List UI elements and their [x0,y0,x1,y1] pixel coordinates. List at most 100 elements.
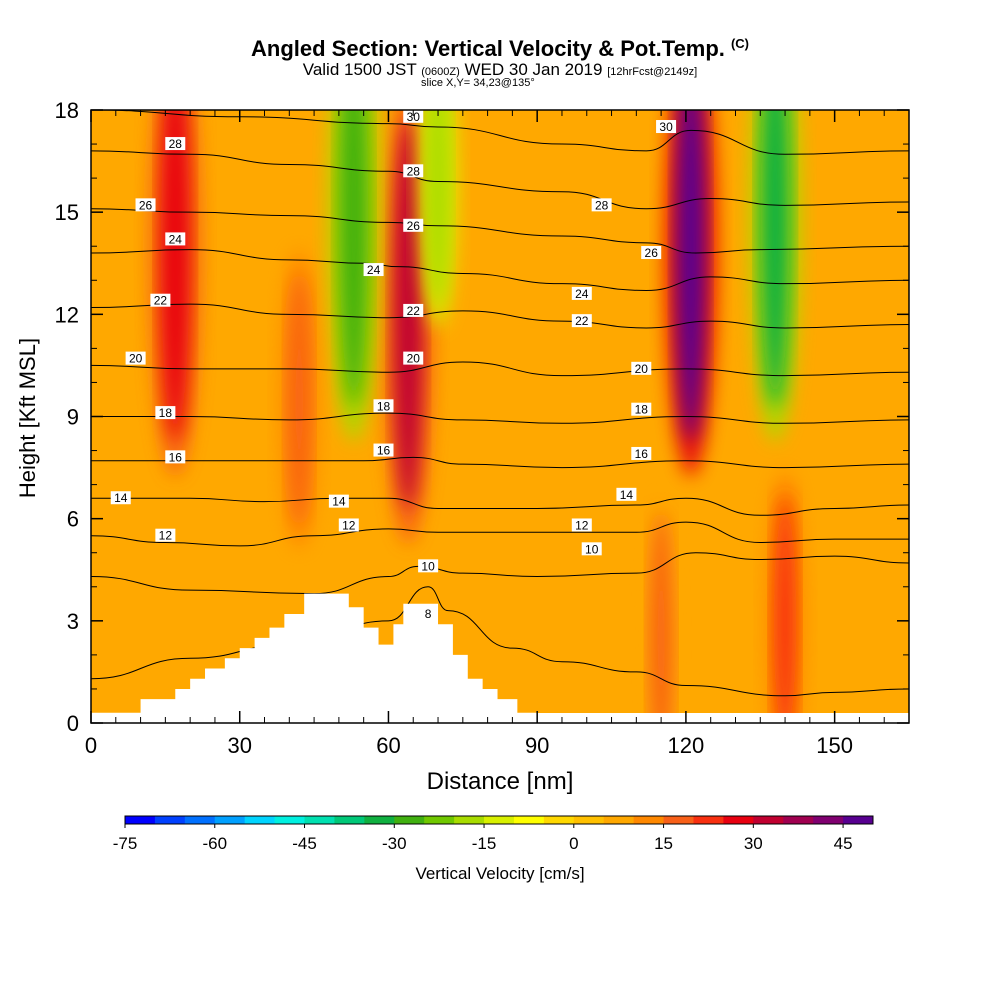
contour-label-text: 28 [595,198,609,212]
contour-label: 14 [328,494,349,509]
colorbar-swatch [513,816,545,824]
contour-label-text: 16 [635,447,649,461]
colorbar-swatch [603,816,635,824]
chart-title: Angled Section: Vertical Velocity & Pot.… [0,36,1000,62]
colorbar-swatch [125,816,156,824]
velocity-field [149,110,806,713]
contour-label-text: 30 [659,120,673,134]
contour-label-text: 20 [635,362,649,376]
colorbar-label: Vertical Velocity [cm/s] [415,864,585,883]
y-axis-label: Height [Kft MSL] [15,337,40,499]
colorbar-swatch [364,816,395,824]
contour-label: 30 [656,120,677,134]
chart-subtitle: Valid 1500 JST (0600Z) WED 30 Jan 2019 [… [0,60,1000,80]
contour-label: 18 [155,406,176,420]
contour-label: 20 [403,351,424,366]
contour-label-bg [110,491,131,505]
contour-label-bg [403,218,424,232]
contour-label-bg [581,542,602,556]
contour-label: 20 [631,361,652,376]
contour-label: 10 [581,542,602,556]
colorbar-tick-label: -60 [202,834,227,853]
contour-label: 28 [591,198,612,212]
contour-label: 24 [165,232,186,246]
contour-label: 18 [373,399,394,413]
theta-contour-16 [91,456,909,469]
contour-label: 28 [165,137,186,151]
contour-label-bg [403,109,424,123]
contour-label: 20 [125,351,146,366]
terrain [91,593,909,723]
contour-label-text: 20 [407,352,421,366]
x-tick-label: 0 [85,733,97,758]
theta-contour-20 [91,361,909,377]
velocity-feature [760,110,790,408]
contour-label-text: 22 [575,314,589,328]
contour-label-text: 18 [377,399,391,413]
title-unit: (C) [730,36,749,51]
subtitle-valid: Valid 1500 JST [302,60,417,79]
colorbar-swatch [244,816,276,824]
y-tick-label: 12 [55,302,79,327]
contour-label: 28 [403,164,424,178]
contour-label-bg [338,518,359,532]
contour-label-text: 10 [421,559,435,573]
contour-label-bg [165,137,186,151]
colorbar-swatch [573,816,605,824]
contour-label-text: 14 [620,488,634,502]
contour-label-text: 16 [377,444,391,458]
title-text: Angled Section: Vertical Velocity & Pot.… [251,36,725,61]
theta-contour-24 [91,249,909,291]
theta-contour-28 [91,150,909,210]
colorbar-swatch [753,816,784,824]
colorbar-swatch [484,816,515,824]
slice-info: slice X,Y= 34,23@135° [421,77,535,89]
contour-label: 26 [641,246,662,260]
colorbar-swatch [454,816,485,824]
contour-label-text: 24 [169,232,183,246]
colorbar-tick-label: -75 [113,834,138,853]
contour-label: 16 [631,446,652,461]
theta-contour-30 [91,110,909,155]
contour-label-bg [373,443,394,457]
contour-label-bg [403,164,424,178]
theta-contour-22 [91,303,909,329]
contour-label: 12 [338,518,359,532]
theta-contour-12 [91,521,909,547]
contour-label-bg [165,450,186,464]
contour-label-text: 22 [407,304,421,318]
contour-label-text: 8 [425,607,432,621]
colorbar-swatch [543,816,575,824]
contour-labels: 28 26 24 22 20 18 16 14 12 30 28 26 24 22 20 18 16 14 12 10… [110,109,677,621]
contour-label-text: 30 [407,110,421,124]
contour-label-bg [631,402,652,416]
contour-label-bg [155,406,176,420]
x-tick-label: 150 [816,733,853,758]
colorbar-swatch [334,816,365,824]
contour-label-bg [571,518,592,532]
contour-label-bg [571,286,592,300]
contour-label-bg [363,263,384,277]
colorbar-swatch [693,816,724,824]
colorbar-tick-label: 0 [569,834,578,853]
contour-label: 22 [571,314,592,328]
contour-label: 14 [110,491,131,505]
contour-label: 12 [155,528,176,543]
colorbar-swatch [783,816,814,824]
contour-label-bg [631,361,652,375]
contour-label-text: 14 [114,491,128,505]
y-tick-label: 6 [67,507,79,532]
contour-label-text: 14 [332,495,346,509]
contour-label-text: 28 [169,137,183,151]
colorbar-border [124,815,874,825]
contour-label-text: 16 [169,450,183,464]
contour-label-bg [403,351,424,365]
contour-label-text: 12 [159,529,173,543]
theta-contours [91,110,909,697]
x-tick-label: 30 [227,733,251,758]
x-axis-label: Distance [nm] [426,768,574,795]
contour-label-bg [165,232,186,246]
contour-label: 26 [403,218,424,233]
contour-label-bg [591,198,612,212]
